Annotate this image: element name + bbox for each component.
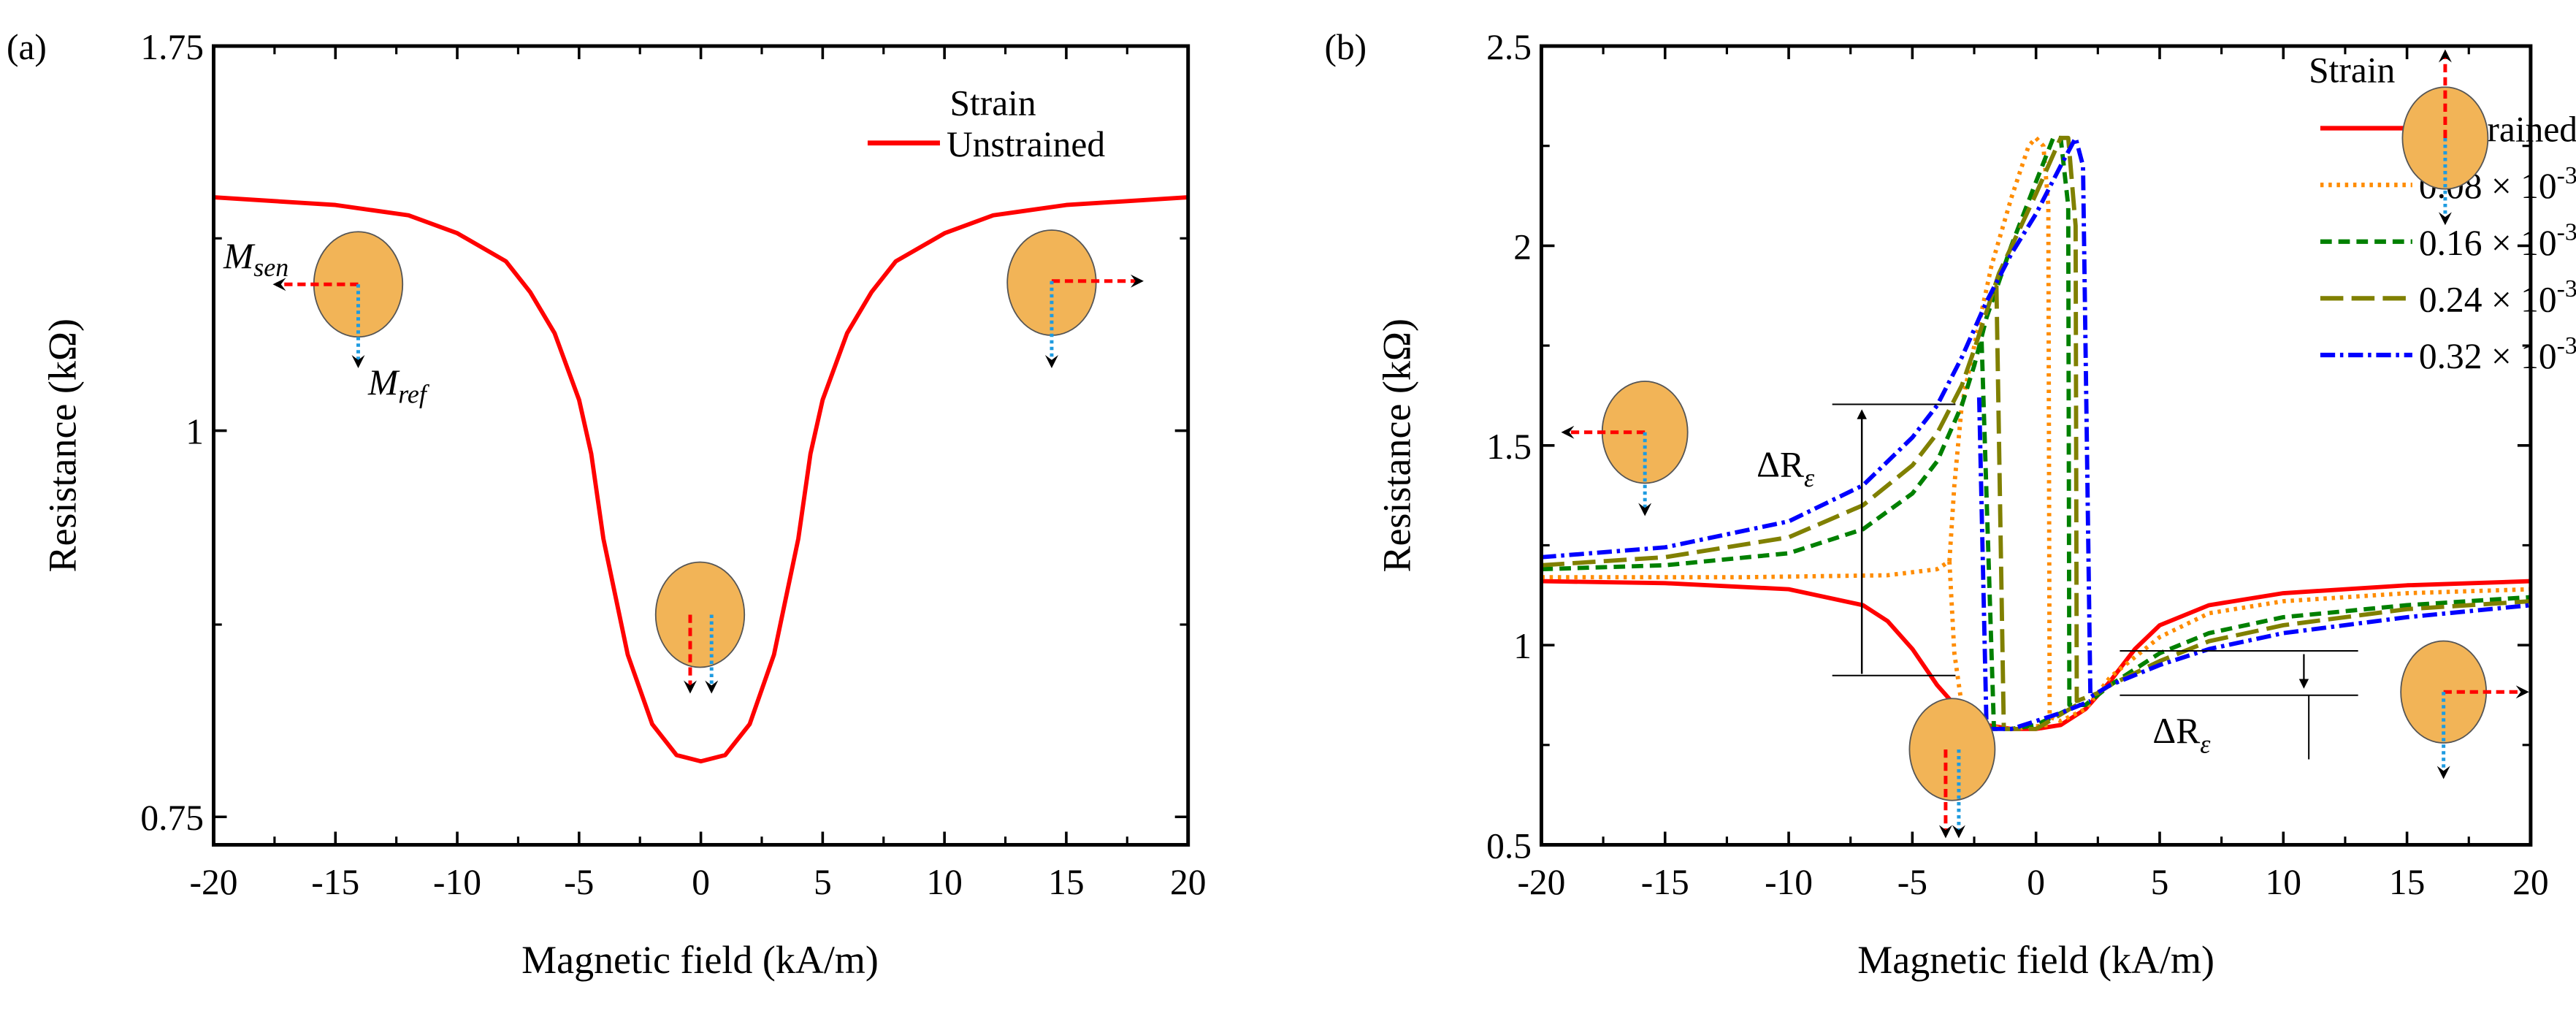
series-line-0-08-10-3 xyxy=(1947,561,2049,731)
series-line-unstrained xyxy=(1541,579,2531,731)
series-line-unstrained xyxy=(213,195,1188,764)
x-tick-label: -10 xyxy=(1765,862,1813,902)
series-line-0-32-10-3 xyxy=(1976,397,2092,731)
legend-exponent: -3 xyxy=(2557,219,2576,246)
x-tick-label: -5 xyxy=(1897,862,1927,902)
panel-b-curves xyxy=(1541,135,2531,731)
legend-exponent: -3 xyxy=(2557,332,2576,359)
x-tick-label: 0 xyxy=(2027,862,2045,902)
magnet-b-bottom-icon xyxy=(1908,698,1996,839)
panel-a-xlabel: Magnetic field (kA/m) xyxy=(521,938,879,982)
series-line-0-08-10-3 xyxy=(1541,135,2531,724)
panel-b-label: (b) xyxy=(1324,27,1367,67)
x-tick-label: -5 xyxy=(564,862,594,902)
series-line-0-16-10-3 xyxy=(1979,341,2071,731)
panel-b-ylabel: Resistance (kΩ) xyxy=(1375,318,1418,572)
delta-r-large-annotation xyxy=(1832,403,1956,676)
legend-label: 0.32 × 10-3 xyxy=(2419,332,2576,376)
magnet-left-icon xyxy=(272,231,404,369)
x-tick-label: 15 xyxy=(1048,862,1084,902)
x-tick-label: -10 xyxy=(433,862,481,902)
x-tick-label: 10 xyxy=(926,862,962,902)
x-tick-label: 15 xyxy=(2389,862,2425,902)
panel-b-legend-title: Strain xyxy=(2309,50,2395,91)
delta-r-small-annotation xyxy=(2120,649,2358,760)
y-tick-label: 2 xyxy=(1513,226,1532,267)
x-tick-label: 5 xyxy=(2151,862,2169,902)
panel-b-ticks: -20 -15 -10 -5 0 5 10 15 20 0.5 1 1.5 2 2.5 xyxy=(1486,27,2549,902)
series-line-0-24-10-3 xyxy=(1994,286,2078,731)
y-tick-label: 2.5 xyxy=(1486,27,1532,67)
panel-a: (a) -20 -15 -10 -5 0 5 10 15 20 0.75 1 1.75 Magneti… xyxy=(7,27,1206,982)
y-tick-label: 0.5 xyxy=(1486,825,1532,866)
x-tick-label: 5 xyxy=(814,862,832,902)
magnet-center-icon xyxy=(654,561,746,694)
panel-a-legend-title: Strain xyxy=(949,83,1036,123)
y-tick-label: 1 xyxy=(186,412,204,452)
panel-b: (b) -20 -15 -10 -5 0 5 10 15 20 0.5 1 1.5 2 2.5 Magne… xyxy=(1324,27,2576,982)
y-tick-label: 0.75 xyxy=(140,798,204,838)
x-tick-label: -20 xyxy=(190,862,238,902)
x-tick-label: 10 xyxy=(2266,862,2301,902)
series-line-0-32-10-3 xyxy=(1541,135,2531,700)
delta-r-large-label: ΔRε xyxy=(1757,445,1815,492)
x-tick-label: -15 xyxy=(311,862,359,902)
legend-label: 0.24 × 10-3 xyxy=(2419,275,2576,319)
legend-label: 0.16 × 10-3 xyxy=(2419,219,2576,263)
y-tick-label: 1.75 xyxy=(140,27,204,67)
panel-a-ylabel: Resistance (kΩ) xyxy=(40,318,84,572)
magnet-b-top-icon xyxy=(2401,49,2489,226)
panel-b-frame xyxy=(1539,44,2533,847)
series-line-0-16-10-3 xyxy=(1541,135,2531,707)
panel-a-curves xyxy=(213,195,1188,764)
panel-a-ticks: -20 -15 -10 -5 0 5 10 15 20 0.75 1 1.75 xyxy=(140,27,1206,902)
y-tick-label: 1.5 xyxy=(1486,427,1532,467)
delta-r-small-label: ΔRε xyxy=(2152,711,2211,758)
m-sen-label: Msen xyxy=(223,236,288,282)
x-tick-label: 0 xyxy=(692,862,710,902)
x-tick-label: 20 xyxy=(2512,862,2548,902)
magnet-b-right-icon xyxy=(2400,640,2529,779)
m-ref-label: Mref xyxy=(367,362,430,408)
magnet-b-left-icon xyxy=(1561,381,1689,516)
x-tick-label: -20 xyxy=(1517,862,1565,902)
panel-a-label: (a) xyxy=(7,27,47,67)
panel-a-legend-label-unstrained: Unstrained xyxy=(947,124,1105,164)
x-tick-label: 20 xyxy=(1170,862,1206,902)
legend-exponent: -3 xyxy=(2557,275,2576,302)
y-tick-label: 1 xyxy=(1513,626,1532,666)
series-line-0-24-10-3 xyxy=(1541,135,2531,703)
panel-a-frame xyxy=(212,44,1190,847)
panel-b-xlabel: Magnetic field (kA/m) xyxy=(1857,938,2214,982)
legend-exponent: -3 xyxy=(2557,162,2576,189)
magnet-right-icon xyxy=(1006,229,1144,369)
x-tick-label: -15 xyxy=(1641,862,1689,902)
